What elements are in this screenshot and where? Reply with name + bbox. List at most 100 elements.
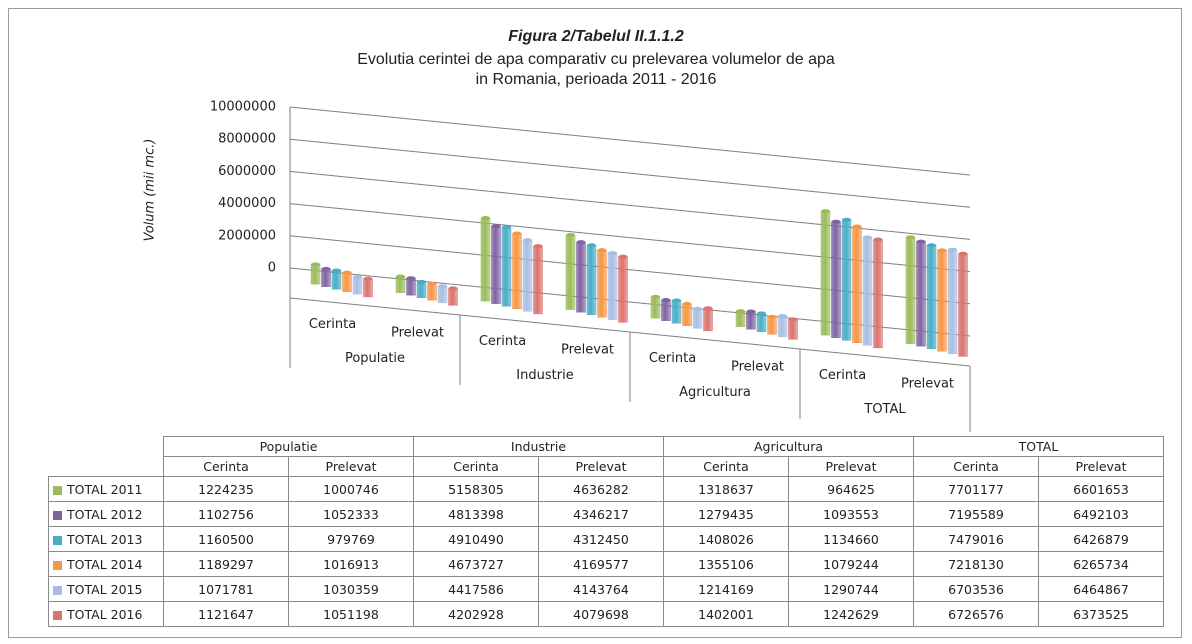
- legend-swatch: [53, 485, 62, 495]
- value-cell: 7195589: [913, 501, 1039, 527]
- bar: [363, 278, 373, 298]
- y-axis-label: Volum (mii mc.): [143, 139, 158, 242]
- value-cell: 1408026: [663, 526, 789, 552]
- bar: [777, 315, 788, 338]
- value-cell: 1134660: [788, 526, 914, 552]
- bar: [597, 249, 607, 318]
- bar-top: [491, 224, 501, 229]
- bar: [352, 276, 363, 295]
- bar-top: [608, 251, 617, 256]
- bar-top: [672, 298, 681, 303]
- bar-top: [661, 298, 671, 303]
- bar: [841, 219, 852, 341]
- bar-top: [906, 235, 915, 240]
- x-group-label: TOTAL: [863, 402, 906, 417]
- bar-top: [736, 309, 745, 314]
- value-cell: 4079698: [538, 601, 664, 627]
- legend-cell: TOTAL 2016: [48, 601, 164, 627]
- value-cell: 1402001: [663, 601, 789, 627]
- value-cell: 1102756: [163, 501, 289, 527]
- group-header: Industrie: [413, 436, 664, 457]
- value-cell: 1030359: [288, 576, 414, 602]
- bar-top: [438, 284, 447, 289]
- x-group-label: Industrie: [516, 368, 573, 383]
- x-tick-label: Cerinta: [479, 334, 526, 349]
- bar: [958, 253, 968, 357]
- bar-top: [321, 266, 331, 271]
- bar: [565, 234, 576, 310]
- value-cell: 1016913: [288, 551, 414, 577]
- value-cell: 1160500: [163, 526, 289, 552]
- value-cell: 6726576: [913, 601, 1039, 627]
- bar: [788, 319, 798, 340]
- value-cell: 964625: [788, 476, 914, 502]
- bar-top: [512, 231, 522, 236]
- value-cell: 1290744: [788, 576, 914, 602]
- bar-top: [533, 244, 543, 249]
- value-cell: 7479016: [913, 526, 1039, 552]
- bar: [692, 308, 703, 329]
- frame: [8, 8, 1182, 638]
- legend-label: TOTAL 2011: [67, 481, 143, 497]
- bar-top: [948, 247, 957, 252]
- value-cell: 4813398: [413, 501, 539, 527]
- bar-top: [831, 219, 841, 224]
- value-cell: 1355106: [663, 551, 789, 577]
- bar: [905, 237, 916, 344]
- bar: [321, 268, 331, 287]
- bar-top: [523, 238, 532, 243]
- value-cell: 1242629: [788, 601, 914, 627]
- bar-top: [937, 248, 947, 253]
- bar: [416, 281, 427, 298]
- legend-swatch: [53, 585, 62, 595]
- y-tick-label: 6000000: [218, 164, 276, 179]
- chart-title: Figura 2/Tabelul II.1.1.2: [508, 28, 684, 45]
- table-row: TOTAL 2011 1224235 1000746 5158305 4636282 13…: [48, 476, 1164, 502]
- group-header: TOTAL: [913, 436, 1164, 457]
- value-cell: 7218130: [913, 551, 1039, 577]
- bar: [682, 303, 692, 327]
- bar-top: [682, 301, 692, 306]
- bar: [746, 311, 756, 330]
- bar: [533, 245, 543, 315]
- value-cell: 1318637: [663, 476, 789, 502]
- x-tick-label: Cerinta: [649, 351, 696, 366]
- bar-top: [821, 209, 830, 214]
- grid-line: [289, 138, 971, 208]
- value-cell: 1000746: [288, 476, 414, 502]
- bar: [501, 226, 512, 307]
- bar: [650, 296, 661, 319]
- bar: [756, 313, 767, 332]
- legend-cell: TOTAL 2014: [48, 551, 164, 577]
- y-tick-label: 2000000: [218, 228, 276, 243]
- y-tick-label: 8000000: [218, 132, 276, 147]
- value-cell: 6703536: [913, 576, 1039, 602]
- bar: [831, 221, 841, 338]
- bar-top: [651, 294, 660, 299]
- value-cell: 1071781: [163, 576, 289, 602]
- bar-top: [332, 268, 341, 273]
- bar: [607, 252, 618, 321]
- value-cell: 6373525: [1038, 601, 1164, 627]
- bar: [661, 299, 671, 321]
- bar: [937, 250, 947, 352]
- bar-top: [618, 254, 628, 259]
- table-row: TOTAL 2014 1189297 1016913 4673727 4169577 13…: [48, 551, 1164, 577]
- grid-line: [289, 170, 971, 240]
- value-cell: 4202928: [413, 601, 539, 627]
- bar-top: [406, 276, 416, 281]
- bar: [480, 217, 491, 302]
- legend-label: TOTAL 2012: [67, 506, 143, 522]
- bar: [820, 210, 831, 336]
- blank: [49, 437, 164, 457]
- bar: [862, 237, 873, 346]
- table-row: TOTAL 2015 1071781 1030359 4417586 4143764 12…: [48, 576, 1164, 602]
- bar: [406, 277, 416, 296]
- bar-top: [852, 224, 862, 229]
- table-row: TOTAL 2016 1121647 1051198 4202928 4079698 14…: [48, 601, 1164, 627]
- bar-top: [927, 243, 936, 248]
- value-cell: 1224235: [163, 476, 289, 502]
- y-tick-label: 0: [268, 261, 276, 276]
- legend-swatch: [53, 560, 62, 570]
- bar-top: [427, 281, 437, 286]
